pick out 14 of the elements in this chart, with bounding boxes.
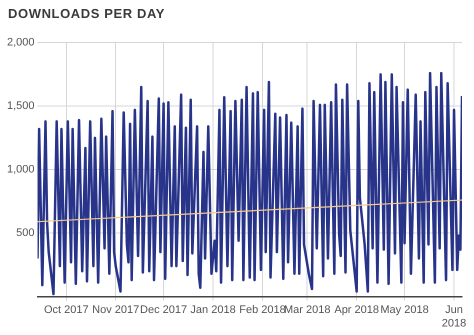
- x-tick-label: Jun 2018: [442, 304, 466, 330]
- chart-title: DOWNLOADS PER DAY: [8, 6, 166, 21]
- x-tick-label: Dec 2017: [140, 304, 188, 316]
- x-tick-label: May 2018: [380, 304, 429, 316]
- x-tick-label: Oct 2017: [44, 304, 89, 316]
- y-tick-label: 500: [16, 227, 35, 240]
- x-tick-label: Nov 2017: [92, 304, 140, 316]
- y-tick-label: 1,000: [6, 164, 35, 176]
- y-tick-label: 1,500: [6, 100, 35, 112]
- x-tick-label: Apr 2018: [334, 304, 380, 316]
- x-tick-label: Feb 2018: [239, 304, 286, 316]
- y-tick-label: 2,000: [6, 36, 35, 49]
- x-tick-label: Mar 2018: [284, 304, 330, 316]
- x-tick-label: Jan 2018: [190, 304, 236, 316]
